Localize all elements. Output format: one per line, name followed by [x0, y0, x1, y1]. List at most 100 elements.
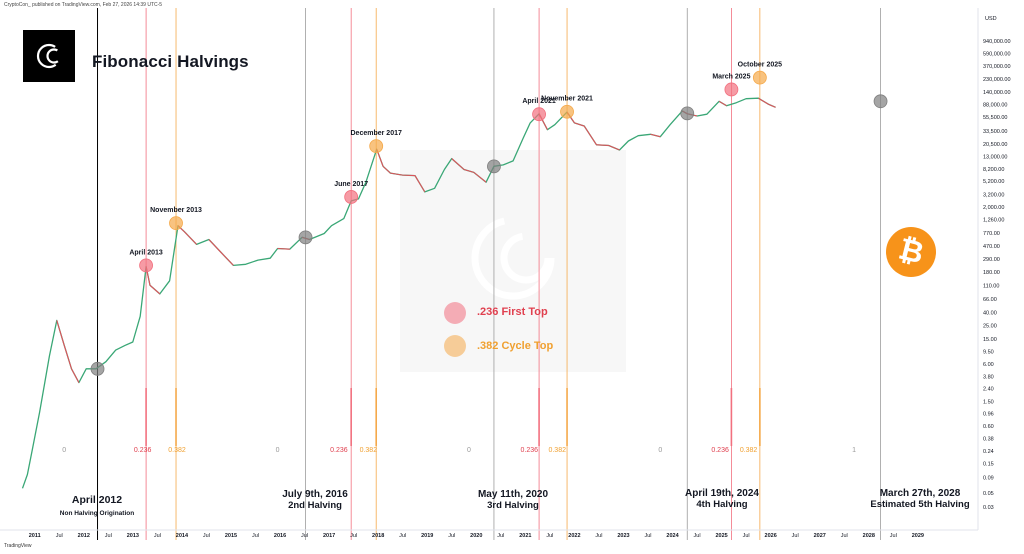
halving-subtitle: 2nd Halving: [288, 500, 342, 511]
watermark-logo-inner: [500, 232, 552, 284]
price-down-segment: [390, 172, 403, 176]
fib-level-label: 0.236: [711, 447, 729, 454]
halving-date: March 27th, 2028: [879, 488, 961, 499]
y-tick-label: 55,500.00: [983, 115, 1007, 121]
x-tick-label: Jul: [595, 533, 602, 539]
price-down-segment: [463, 168, 474, 173]
halving-marker: [298, 230, 313, 245]
x-tick-label: Jul: [56, 533, 63, 539]
x-tick-label: 2027: [814, 533, 826, 539]
halving-subtitle: 3rd Halving: [487, 500, 539, 511]
x-tick-label: Jul: [743, 533, 750, 539]
x-tick-label: Jul: [890, 533, 897, 539]
first-top-marker: [139, 258, 153, 273]
x-tick-label: 2022: [568, 533, 580, 539]
y-tick-label: 140,000.00: [983, 90, 1011, 96]
fib-level-label: 0.236: [134, 447, 152, 454]
halving-annotation: March 27th, 2028 Estimated 5th Halving: [860, 488, 980, 510]
halving-marker: [487, 159, 501, 174]
marker-label: April 2021: [522, 98, 556, 105]
price-down-segment: [149, 284, 161, 295]
marker-label: October 2025: [738, 62, 782, 69]
y-tick-label: 5,200.00: [983, 179, 1004, 185]
y-tick-label: 15.00: [983, 337, 997, 343]
x-tick-label: Jul: [644, 533, 651, 539]
halving-subtitle: Estimated 5th Halving: [870, 499, 970, 510]
cryptocon-logo: [23, 30, 75, 82]
y-tick-label: 20,500.00: [983, 142, 1007, 148]
x-tick-label: 2016: [274, 533, 286, 539]
y-tick-label: 770.00: [983, 231, 1000, 237]
fib-level-label: 0: [467, 447, 471, 454]
y-tick-label: 13,000.00: [983, 154, 1007, 160]
first-top-marker: [532, 107, 546, 122]
cycle-top-marker: [369, 139, 384, 154]
x-tick-label: Jul: [203, 533, 210, 539]
x-tick-label: 2026: [765, 533, 777, 539]
x-tick-label: Jul: [399, 533, 406, 539]
marker-label: April 2013: [129, 249, 163, 256]
y-tick-label: 0.38: [983, 436, 994, 442]
price-down-segment: [596, 144, 609, 147]
marker-label: March 2025: [712, 73, 750, 80]
price-down-segment: [220, 252, 234, 266]
halving-annotation: May 11th, 2020 3rd Halving: [463, 489, 563, 511]
y-tick-label: 2.40: [983, 387, 994, 393]
halving-date: April 19th, 2024: [685, 488, 759, 499]
y-tick-label: 2,000.00: [983, 205, 1004, 211]
x-tick-label: 2020: [470, 533, 482, 539]
price-down-segment: [63, 345, 73, 370]
y-tick-label: 6.00: [983, 362, 994, 368]
price-down-segment: [56, 320, 65, 346]
x-tick-label: Jul: [350, 533, 357, 539]
x-tick-label: Jul: [252, 533, 259, 539]
halving-annotation: July 9th, 2016 2nd Halving: [265, 489, 365, 511]
y-tick-label: 230,000.00: [983, 77, 1011, 83]
legend-first-top-dot: [444, 302, 466, 324]
price-down-segment: [71, 368, 80, 383]
marker-label: November 2021: [541, 96, 593, 103]
first-top-marker: [344, 190, 359, 204]
x-tick-label: Jul: [792, 533, 799, 539]
y-tick-label: 25.00: [983, 323, 997, 329]
x-tick-label: Jul: [546, 533, 553, 539]
halving-marker: [873, 94, 888, 109]
x-tick-label: 2012: [78, 533, 90, 539]
y-tick-label: 590,000.00: [983, 51, 1011, 57]
halving-subtitle: Non Halving Origination: [59, 510, 135, 517]
y-tick-label: 470.00: [983, 244, 1000, 250]
y-tick-label: 3.80: [983, 374, 994, 380]
price-down-segment: [718, 100, 727, 107]
x-tick-label: Jul: [497, 533, 504, 539]
price-down-segment: [451, 158, 465, 170]
x-tick-label: 2013: [127, 533, 139, 539]
legend-first-top-label: .236 First Top: [477, 306, 548, 318]
price-down-segment: [183, 231, 198, 245]
halving-date: April 2012: [71, 494, 123, 506]
page-title: Fibonacci Halvings: [92, 52, 249, 71]
x-tick-label: 2015: [225, 533, 237, 539]
marker-label: December 2017: [351, 130, 402, 137]
y-tick-label: 3,200.00: [983, 192, 1004, 198]
y-tick-label: 0.05: [983, 491, 994, 497]
fib-level-label: 0.236: [521, 447, 539, 454]
y-tick-label: 0.24: [983, 449, 994, 455]
halving-subtitle: 4th Halving: [696, 499, 748, 510]
y-tick-label: 33,500.00: [983, 129, 1007, 135]
price-down-segment: [208, 239, 222, 253]
first-top-marker: [724, 82, 739, 97]
y-tick-label: 0.09: [983, 475, 994, 481]
y-tick-label: 1.50: [983, 399, 994, 405]
x-tick-label: 2014: [176, 533, 189, 539]
x-tick-label: Jul: [154, 533, 161, 539]
bitcoin-icon: ₿: [886, 227, 936, 277]
y-tick-label: 0.03: [983, 505, 994, 511]
x-tick-label: 2011: [29, 533, 41, 539]
fib-level-label: 0.382: [360, 447, 378, 454]
x-tick-label: 2018: [372, 533, 384, 539]
y-tick-label: 1,260.00: [983, 217, 1004, 223]
price-down-segment: [574, 122, 585, 127]
legend-cycle-top-dot: [444, 335, 466, 357]
fib-level-label: 0.236: [330, 447, 348, 454]
